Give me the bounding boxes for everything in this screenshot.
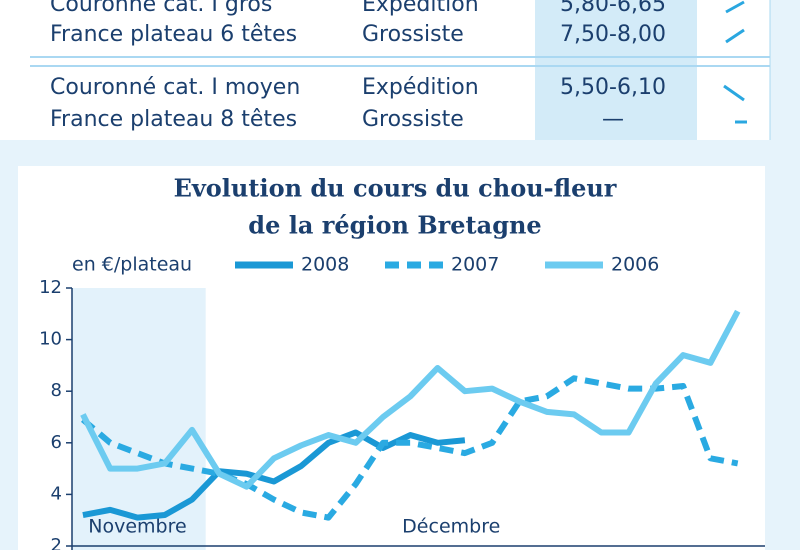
table: Couronné cat. I gros Expédition 5,80-6,65 F… bbox=[50, 0, 666, 132]
y-tick-label: 4 bbox=[51, 483, 62, 504]
legend-label: 2007 bbox=[451, 254, 499, 276]
month-label: Décembre bbox=[402, 516, 500, 538]
chart: Evolution du cours du chou-fleur de la r… bbox=[39, 174, 765, 550]
y-axis-label: en €/plateau bbox=[72, 254, 192, 276]
trend-up bbox=[725, 28, 745, 44]
chart-title: Evolution du cours du chou-fleur bbox=[174, 174, 617, 203]
table-cell: 5,50-6,10 bbox=[560, 75, 666, 100]
table-cell: France plateau 6 têtes bbox=[50, 22, 297, 47]
table-cell: Grossiste bbox=[362, 107, 464, 132]
legend-label: 2006 bbox=[611, 254, 659, 276]
table-cell: — bbox=[602, 107, 624, 132]
series-line bbox=[82, 429, 466, 521]
series-line bbox=[80, 309, 741, 490]
table-cell: France plateau 8 têtes bbox=[50, 107, 297, 132]
y-tick-label: 2 bbox=[51, 535, 62, 550]
table-cell: 7,50-8,00 bbox=[560, 22, 666, 47]
price-column bbox=[535, 0, 697, 140]
table-cell: Grossiste bbox=[362, 22, 464, 47]
trend-down bbox=[723, 84, 745, 102]
table-cell: Couronné cat. I moyen bbox=[50, 75, 300, 100]
table-cell: Expédition bbox=[362, 0, 479, 17]
table-cell: Expédition bbox=[362, 75, 479, 100]
y-tick-label: 12 bbox=[39, 277, 62, 298]
month-label: Novembre bbox=[88, 516, 186, 538]
trend-up bbox=[725, 0, 745, 14]
chart-subtitle: de la région Bretagne bbox=[248, 211, 541, 240]
table-cell: 5,80-6,65 bbox=[560, 0, 666, 17]
legend-label: 2008 bbox=[301, 254, 349, 276]
y-tick-label: 8 bbox=[51, 380, 62, 401]
series-line bbox=[80, 375, 739, 521]
y-tick-label: 10 bbox=[39, 329, 62, 350]
table-cell: Couronné cat. I gros bbox=[50, 0, 272, 17]
trend-icons bbox=[723, 0, 747, 124]
y-tick-label: 6 bbox=[51, 432, 62, 453]
